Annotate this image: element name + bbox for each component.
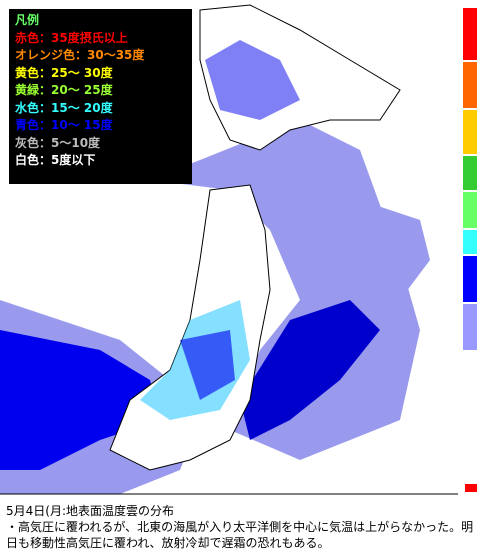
caption-body: ・高気圧に覆われるが、北東の海風が入り太平洋側を中心に気温は上がらなかった。明日… (6, 520, 474, 550)
scale-marker (465, 484, 477, 492)
sea-cloud (150, 120, 420, 460)
legend-item: 水色：15〜 20度 (15, 100, 113, 115)
scale-red (463, 8, 477, 60)
legend-item: 赤色：35度摂氏以上 (15, 30, 128, 45)
land-cloud (205, 40, 300, 120)
legend-title: 凡例 (15, 13, 40, 27)
scale-orange (463, 62, 477, 108)
legend-item: オレンジ色：30〜35度 (15, 48, 145, 62)
sea-cloud-blue (0, 330, 160, 470)
caption-title: 5月4日(月:地表面温度雲の分布 (6, 504, 174, 518)
legend-item: 白色：5度以下 (15, 153, 96, 167)
legend-item: 黄緑：20〜 25度 (15, 83, 113, 97)
legend: 凡例 赤色：35度摂氏以上 オレンジ色：30〜35度 黄色：25〜 30度 黄緑… (9, 9, 192, 184)
scale-yellow (463, 110, 477, 154)
scale-blue (463, 256, 477, 302)
legend-item: 黄色：25〜 30度 (15, 65, 113, 80)
scale-green (463, 156, 477, 190)
sea-cloud-blue (240, 300, 380, 440)
scale-yellowgreen (463, 192, 477, 228)
legend-item: 青色：10〜 15度 (15, 118, 113, 132)
land-cloud (180, 330, 235, 400)
caption: 5月4日(月:地表面温度雲の分布 ・高気圧に覆われるが、北東の海風が入り太平洋側… (6, 503, 480, 551)
scale-gray (463, 304, 477, 350)
sea-cloud (360, 200, 430, 300)
scale-cyan (463, 230, 477, 254)
legend-item: 灰色：5〜10度 (15, 135, 101, 150)
